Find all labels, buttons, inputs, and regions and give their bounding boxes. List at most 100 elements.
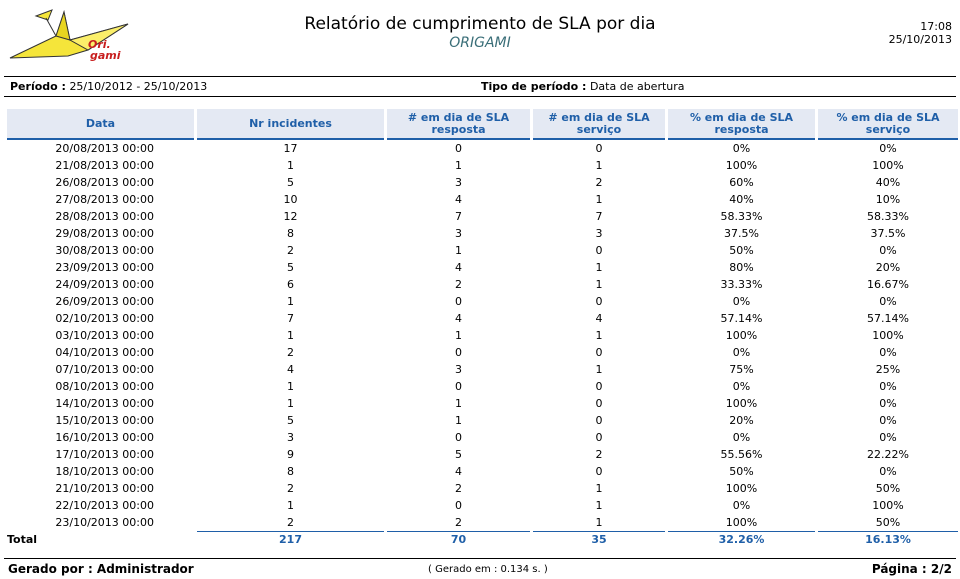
table-cell: 8	[287, 465, 294, 478]
table-cell: 2	[287, 244, 294, 257]
table-row: 21/10/2013 00:00 2 2 1 100% 50%	[7, 480, 958, 497]
table-cell: 2	[287, 346, 294, 359]
table-cell: 08/10/2013 00:00	[55, 380, 154, 393]
table-cell: 50%	[875, 516, 901, 529]
table-cell: 2	[595, 176, 603, 189]
periodo-label: Período :	[10, 80, 66, 93]
table-cell: 60%	[729, 176, 754, 189]
table-cell: 3	[455, 227, 462, 240]
table-cell: 26/08/2013 00:00	[55, 176, 154, 189]
table-cell: 7	[455, 210, 462, 223]
tipo-value: Data de abertura	[589, 80, 685, 93]
table-cell: 17	[283, 142, 298, 155]
table-cell: 0%	[879, 295, 897, 308]
report-time: 17:08	[920, 20, 952, 33]
table-cell: 10	[283, 193, 298, 206]
table-cell: 0%	[879, 346, 897, 359]
table-cell: 0	[455, 295, 462, 308]
table-cell: 1	[287, 295, 294, 308]
logo-text-1: Ori.	[88, 38, 111, 51]
table-cell: 1	[287, 397, 294, 410]
table-cell: 100%	[872, 499, 904, 512]
table-cell: 80%	[729, 261, 754, 274]
table-row: 26/08/2013 00:00 5 3 2 60% 40%	[7, 174, 958, 191]
table-row: 30/08/2013 00:00 2 1 0 50% 0%	[7, 242, 958, 259]
table-cell: 0	[455, 380, 462, 393]
table-cell: 100%	[725, 329, 758, 342]
table-cell: 100%	[725, 397, 758, 410]
table-cell: 21/10/2013 00:00	[55, 482, 154, 495]
divider-bottom	[4, 558, 956, 559]
table-cell: 0%	[732, 431, 751, 444]
table-cell: 0%	[879, 431, 897, 444]
table-cell: 04/10/2013 00:00	[55, 346, 154, 359]
table-cell: 33.33%	[720, 278, 763, 291]
table-row: 22/10/2013 00:00 1 0 1 0% 100%	[7, 497, 958, 514]
total-cell: 217	[197, 531, 384, 548]
table-cell: 16/10/2013 00:00	[55, 431, 154, 444]
table-cell: 3	[455, 176, 462, 189]
report-date: 25/10/2013	[888, 33, 952, 46]
table-cell: 28/08/2013 00:00	[55, 210, 154, 223]
table-cell: 21/08/2013 00:00	[55, 159, 154, 172]
origami-logo: Ori. gami	[9, 9, 129, 62]
tipo-filter: Tipo de período : Data de abertura	[481, 80, 685, 93]
table-cell: 100%	[725, 482, 758, 495]
table-cell: 20%	[729, 414, 754, 427]
table-cell: 50%	[729, 465, 754, 478]
table-cell: 1	[595, 278, 603, 291]
table-cell: 03/10/2013 00:00	[55, 329, 154, 342]
table-cell: 50%	[875, 482, 901, 495]
page-number: Página : 2/2	[871, 562, 952, 576]
table-cell: 0	[595, 346, 603, 359]
table-cell: 0%	[879, 244, 897, 257]
report-subtitle: ORIGAMI	[449, 35, 511, 51]
table-cell: 0%	[879, 414, 897, 427]
table-cell: 0%	[879, 397, 897, 410]
divider-top	[4, 76, 956, 77]
table-cell: 0%	[732, 380, 751, 393]
table-cell: 5	[287, 261, 294, 274]
table-cell: 1	[287, 380, 294, 393]
table-body: 20/08/2013 00:00 17 0 0 0% 0% 21/08/2013 00:00…	[7, 140, 958, 548]
table-cell: 3	[287, 431, 294, 444]
table-cell: 1	[455, 159, 462, 172]
table-cell: 75%	[729, 363, 754, 376]
total-row: Total 217 70 35 32.26% 16.13%	[7, 531, 958, 548]
logo-text-2: gami	[90, 49, 121, 62]
table-cell: 30/08/2013 00:00	[55, 244, 154, 257]
table-cell: 9	[287, 448, 294, 461]
table-row: 21/08/2013 00:00 1 1 1 100% 100%	[7, 157, 958, 174]
table-row: 23/10/2013 00:00 2 2 1 100% 50%	[7, 514, 958, 531]
total-cell: 16.13%	[818, 531, 958, 548]
table-row: 29/08/2013 00:00 8 3 3 37.5% 37.5%	[7, 225, 958, 242]
total-label: Total	[7, 532, 38, 546]
table-cell: 4	[455, 261, 462, 274]
table-cell: 1	[287, 159, 294, 172]
table-cell: 02/10/2013 00:00	[55, 312, 154, 325]
table-row: 20/08/2013 00:00 17 0 0 0% 0%	[7, 140, 958, 157]
table-cell: 0%	[879, 380, 897, 393]
table-cell: 17/10/2013 00:00	[55, 448, 154, 461]
table-cell: 07/10/2013 00:00	[55, 363, 154, 376]
table-cell: 1	[595, 499, 603, 512]
table-cell: 1	[455, 397, 462, 410]
table-cell: 0	[595, 397, 603, 410]
table-row: 23/09/2013 00:00 5 4 1 80% 20%	[7, 259, 958, 276]
table-row: 28/08/2013 00:00 12 7 7 58.33% 58.33%	[7, 208, 958, 225]
column-header: Data	[7, 109, 194, 140]
table-cell: 0	[595, 380, 603, 393]
table-cell: 23/10/2013 00:00	[55, 516, 154, 529]
table-cell: 0	[595, 142, 603, 155]
table-cell: 22.22%	[867, 448, 909, 461]
table-cell: 1	[595, 329, 603, 342]
table-cell: 27/08/2013 00:00	[55, 193, 154, 206]
table-cell: 4	[455, 312, 462, 325]
table-cell: 2	[595, 448, 603, 461]
table-cell: 1	[595, 159, 603, 172]
table-cell: 37.5%	[724, 227, 759, 240]
table-cell: 0	[595, 431, 603, 444]
table-cell: 0	[455, 142, 462, 155]
table-cell: 0%	[879, 465, 897, 478]
table-cell: 3	[595, 227, 603, 240]
